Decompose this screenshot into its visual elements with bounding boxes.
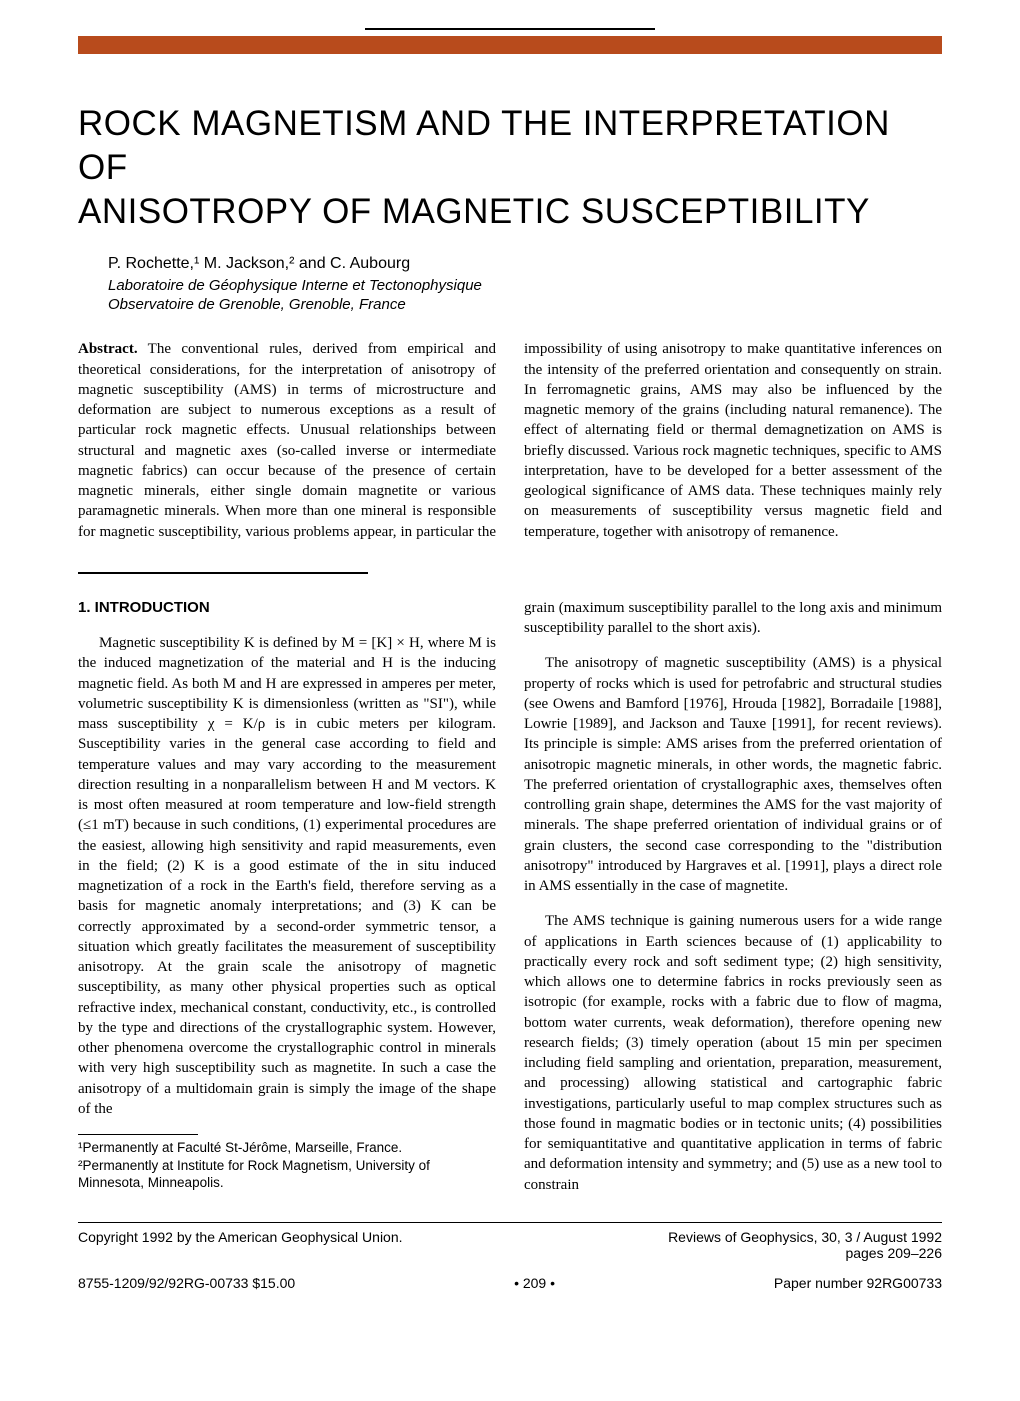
page-number: • 209 • — [514, 1275, 555, 1291]
section-heading-introduction: 1. INTRODUCTION — [78, 598, 496, 618]
footnote-2: ²Permanently at Institute for Rock Magne… — [78, 1157, 496, 1192]
title-line-1: ROCK MAGNETISM AND THE INTERPRETATION OF — [78, 104, 890, 187]
article-title: ROCK MAGNETISM AND THE INTERPRETATION OF… — [78, 102, 942, 233]
intro-paragraph-2: The anisotropy of magnetic susceptibilit… — [524, 653, 942, 896]
footnote-1: ¹Permanently at Faculté St-Jérôme, Marse… — [78, 1139, 496, 1157]
affiliation-1: Laboratoire de Géophysique Interne et Te… — [108, 277, 942, 294]
page: ROCK MAGNETISM AND THE INTERPRETATION OF… — [0, 0, 1020, 1401]
intro-paragraph-3: The AMS technique is gaining numerous us… — [524, 911, 942, 1195]
bottom-line-2: 8755-1209/92/92RG-00733 $15.00 • 209 • P… — [78, 1275, 942, 1291]
bottom-line-1: Copyright 1992 by the American Geophysic… — [78, 1229, 942, 1261]
abstract-block: Abstract. The conventional rules, derive… — [78, 339, 942, 542]
mid-rule — [78, 572, 368, 574]
footnote-rule — [78, 1134, 198, 1135]
body-columns: 1. INTRODUCTION Magnetic susceptibility … — [78, 598, 942, 1208]
bottom-rule — [78, 1222, 942, 1223]
journal-line-1: Reviews of Geophysics, 30, 3 / August 19… — [668, 1229, 942, 1245]
journal-info: Reviews of Geophysics, 30, 3 / August 19… — [668, 1229, 942, 1261]
journal-line-2: pages 209–226 — [668, 1245, 942, 1261]
mid-rule-wrap — [78, 572, 942, 574]
intro-paragraph-1: Magnetic susceptibility K is defined by … — [78, 633, 496, 1119]
copyright: Copyright 1992 by the American Geophysic… — [78, 1229, 403, 1261]
authors: P. Rochette,¹ M. Jackson,² and C. Aubour… — [108, 255, 942, 273]
abstract-text: The conventional rules, derived from emp… — [78, 341, 942, 539]
title-line-2: ANISOTROPY OF MAGNETIC SUSCEPTIBILITY — [78, 192, 870, 231]
paper-number: Paper number 92RG00733 — [774, 1275, 942, 1291]
footnotes: ¹Permanently at Faculté St-Jérôme, Marse… — [78, 1139, 496, 1192]
abstract-label: Abstract. — [78, 341, 138, 357]
top-rule — [365, 28, 655, 30]
accent-bar — [78, 36, 942, 54]
column-1: 1. INTRODUCTION Magnetic susceptibility … — [78, 598, 496, 1192]
intro-paragraph-1-cont: grain (maximum susceptibility parallel t… — [524, 598, 942, 639]
affiliation-2: Observatoire de Grenoble, Grenoble, Fran… — [108, 296, 942, 313]
issn-price: 8755-1209/92/92RG-00733 $15.00 — [78, 1275, 295, 1291]
